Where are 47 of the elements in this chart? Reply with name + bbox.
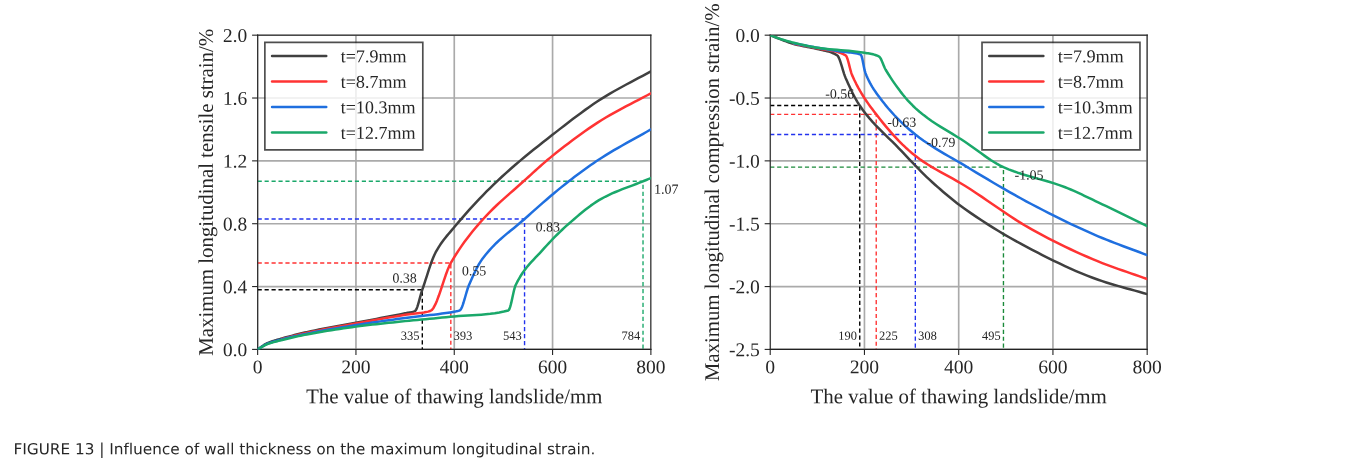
legend-label: t=12.7mm	[340, 126, 416, 140]
annotation: 225	[879, 331, 898, 340]
y-axis-title: Maximum longitudinal tensile strain/%	[198, 29, 218, 356]
annotation: 495	[982, 331, 1001, 340]
x-tick-label: 400	[440, 360, 469, 374]
annotation: 784	[622, 331, 641, 340]
y-tick-label: -0.5	[729, 91, 760, 106]
y-tick-label: 0.0	[736, 28, 760, 43]
y-tick-label: 0.8	[223, 217, 247, 231]
legend-label: t=7.9mm	[340, 50, 407, 63]
x-axis-title: The value of thawing landslide/mm	[306, 388, 603, 408]
legend-label: t=10.3mm	[1058, 101, 1133, 114]
y-tick-label: 1.2	[224, 154, 247, 168]
x-tick-label: 800	[637, 360, 665, 374]
x-axis-title: The value of thawing landslide/mm	[810, 388, 1107, 408]
annotation: 0.38	[392, 273, 417, 283]
legend-label: t=7.9mm	[1058, 50, 1124, 63]
x-tick-label: 800	[1133, 360, 1162, 374]
legend-label: t=8.7mm	[1058, 75, 1124, 89]
annotation: 335	[401, 331, 420, 340]
annotation: 393	[454, 331, 472, 340]
x-tick-label: 0	[253, 360, 262, 374]
legend-label: t=10.3mm	[340, 101, 416, 114]
y-tick-label: 1.6	[224, 91, 247, 106]
y-tick-label: -1.5	[729, 217, 760, 231]
y-tick-label: -2.5	[729, 343, 760, 357]
caption: FIGURE 13 | Influence of wall thickness on the maximum longitudinal strain.	[15, 442, 594, 458]
annotation: 0.83	[536, 222, 560, 232]
y-tick-label: 2.0	[223, 28, 247, 43]
x-tick-label: 400	[944, 360, 973, 374]
annotation: 1.07	[655, 184, 679, 194]
x-tick-label: 200	[850, 360, 879, 374]
annotation: 190	[839, 331, 857, 340]
y-tick-label: -1.0	[729, 154, 760, 168]
x-tick-label: 200	[342, 360, 370, 374]
x-tick-label: 600	[538, 360, 567, 374]
annotation: -0.79	[926, 137, 955, 148]
legend-label: t=8.7mm	[340, 75, 407, 89]
y-axis-title: Maximum longitudinal compression strain/%	[704, 4, 724, 381]
legend-label: t=12.7mm	[1058, 126, 1133, 140]
y-tick-label: 0.4	[223, 280, 247, 294]
annotation: 308	[918, 331, 937, 340]
x-tick-label: 600	[1039, 360, 1067, 374]
x-tick-label: 0	[766, 360, 775, 374]
y-tick-label: 0.0	[223, 343, 247, 357]
y-tick-label: -2.0	[729, 280, 760, 294]
annotation: 543	[503, 331, 522, 340]
